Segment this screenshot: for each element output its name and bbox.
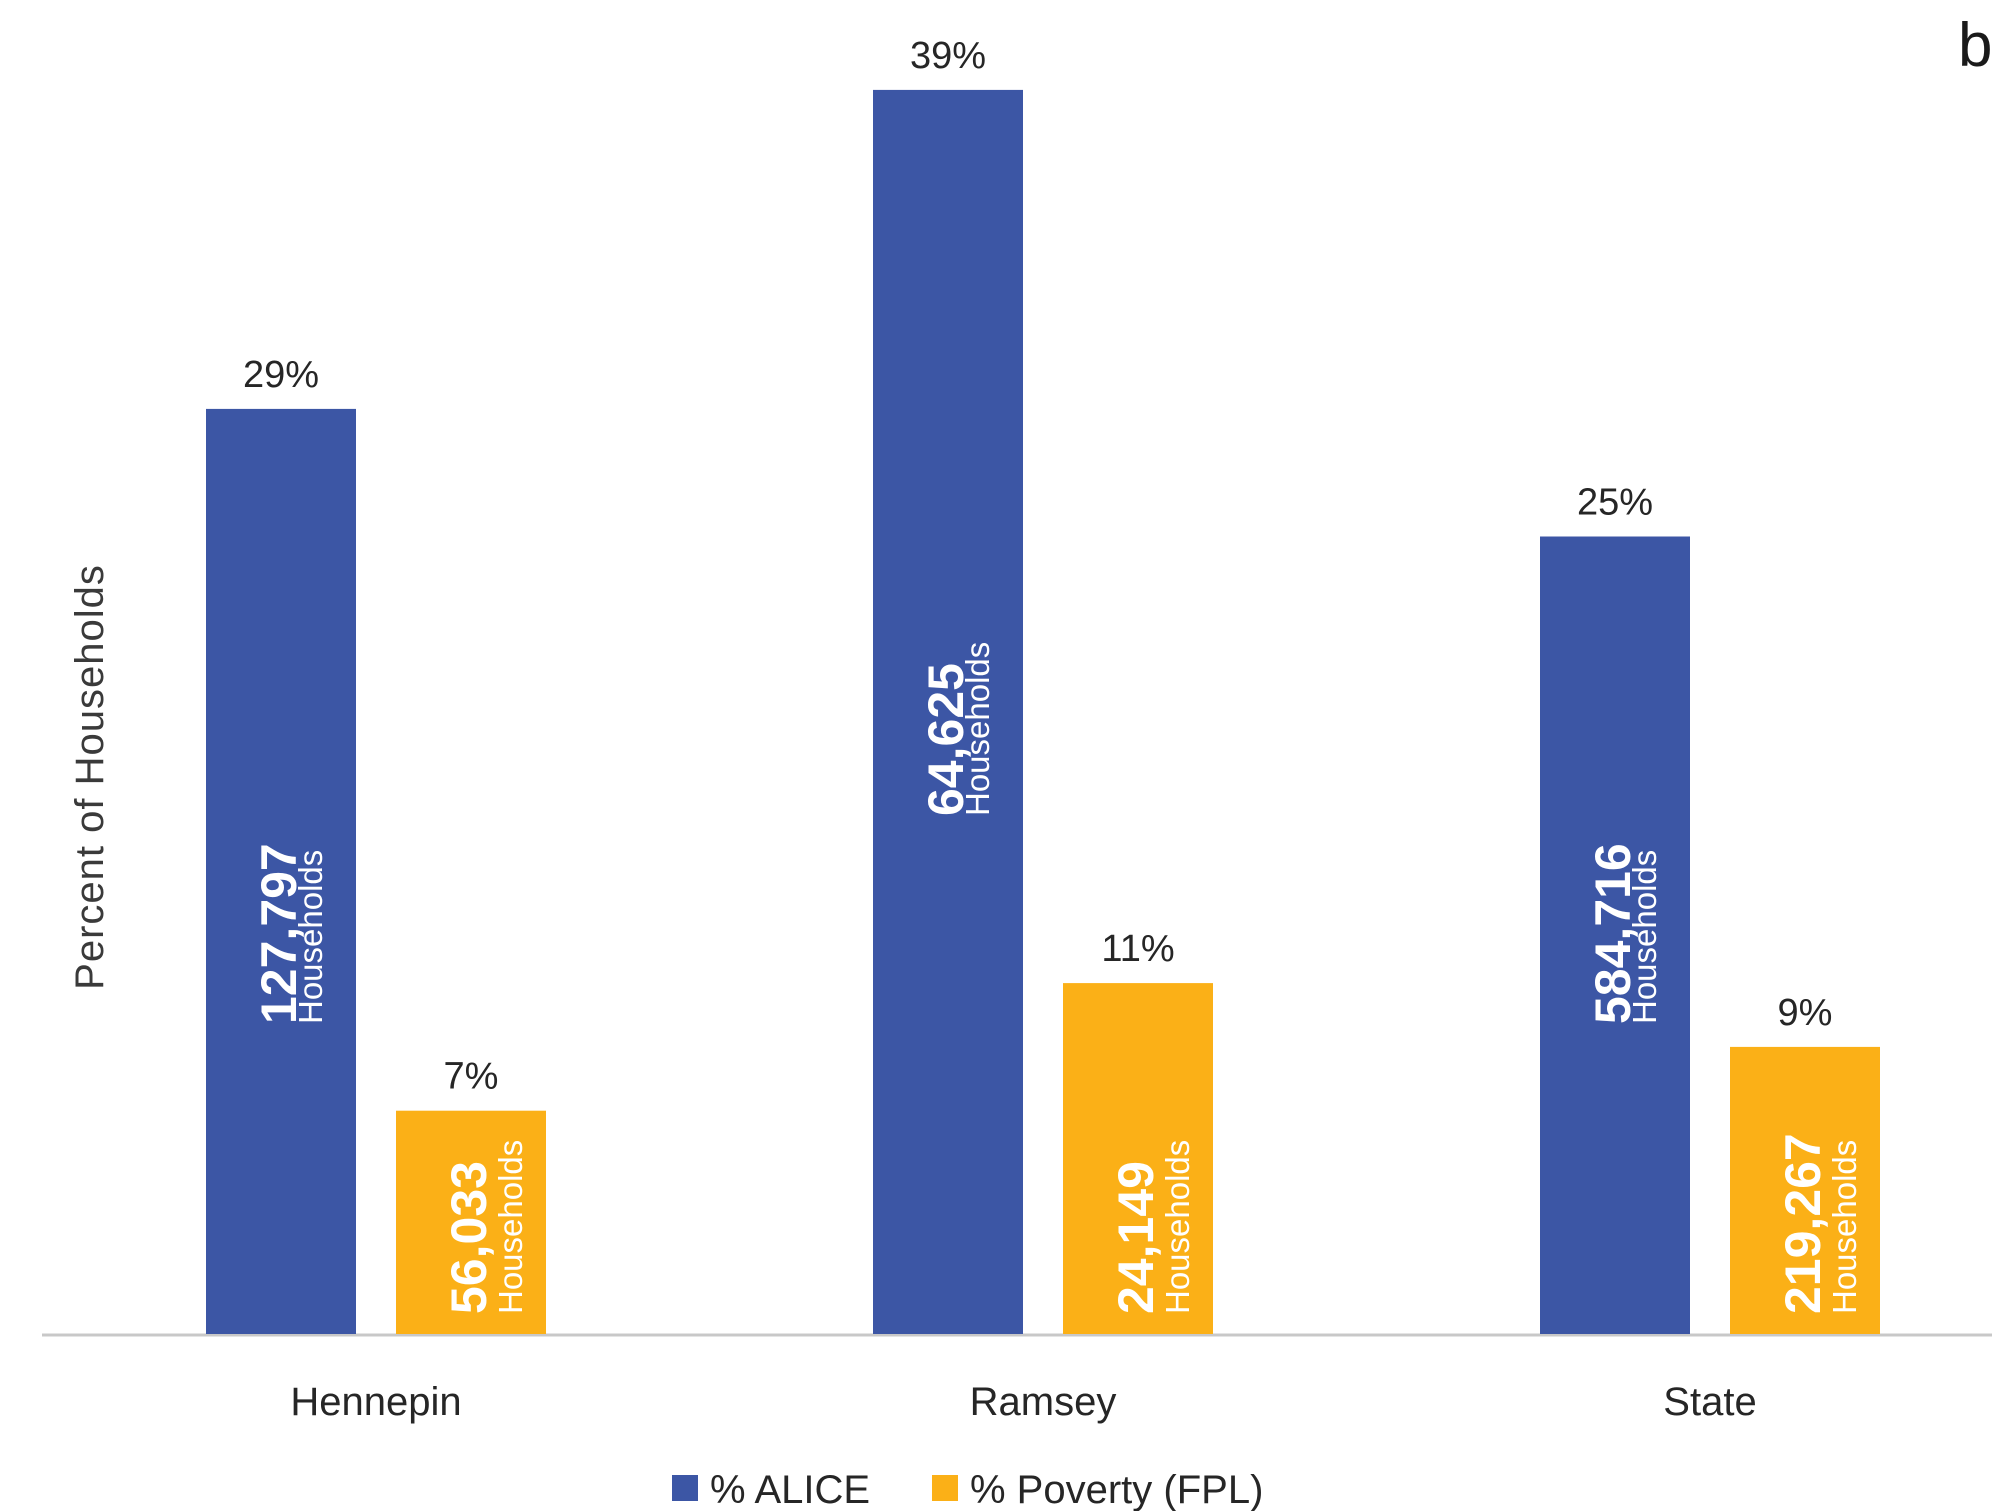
category-label-hennepin: Hennepin xyxy=(290,1380,461,1424)
legend-label-poverty: % Poverty (FPL) xyxy=(970,1468,1263,1511)
bar-alice-ramsey-value-label: 39% xyxy=(910,35,986,77)
category-label-ramsey: Ramsey xyxy=(970,1380,1117,1424)
bar-alice-ramsey xyxy=(873,89,1023,1334)
legend-label-alice: % ALICE xyxy=(710,1468,870,1511)
legend-swatch-poverty xyxy=(932,1475,958,1501)
bar-poverty-state-count-unit: Households xyxy=(1826,1140,1863,1314)
bar-alice-ramsey-count-unit: Households xyxy=(959,642,996,816)
y-axis-label: Percent of Households xyxy=(68,564,112,990)
bar-poverty-state-count: 219,267 xyxy=(1775,1133,1831,1314)
bar-poverty-ramsey-value-label: 11% xyxy=(1101,928,1174,970)
bar-poverty-state-value-label: 9% xyxy=(1778,992,1833,1034)
bar-poverty-ramsey-count: 24,149 xyxy=(1108,1161,1164,1314)
bar-alice-state-count: 584,716 xyxy=(1585,843,1641,1024)
bar-alice-hennepin-count: 127,797 xyxy=(251,843,307,1024)
bar-poverty-hennepin-count-unit: Households xyxy=(492,1140,529,1314)
bar-poverty-ramsey-count-unit: Households xyxy=(1159,1140,1196,1314)
bar-alice-hennepin-value-label: 29% xyxy=(243,354,319,396)
bars-group: 29%127,797Households7%56,033HouseholdsHe… xyxy=(206,35,1880,1424)
bar-alice-ramsey-count: 64,625 xyxy=(918,663,974,816)
bar-poverty-hennepin xyxy=(396,1110,546,1334)
bar-poverty-ramsey xyxy=(1063,983,1213,1334)
bar-poverty-hennepin-value-label: 7% xyxy=(444,1056,499,1098)
bar-poverty-state xyxy=(1730,1046,1880,1334)
legend-swatch-alice xyxy=(672,1475,698,1501)
category-label-state: State xyxy=(1663,1380,1756,1424)
bar-alice-hennepin-count-unit: Households xyxy=(292,850,329,1024)
bar-alice-state-count-unit: Households xyxy=(1626,850,1663,1024)
bar-alice-hennepin xyxy=(206,408,356,1334)
legend: % ALICE % Poverty (FPL) xyxy=(672,1468,1263,1511)
bar-alice-state xyxy=(1540,536,1690,1334)
panel-letter: b xyxy=(1958,11,1992,80)
bar-alice-state-value-label: 25% xyxy=(1577,482,1653,524)
bar-poverty-hennepin-count: 56,033 xyxy=(441,1161,497,1314)
